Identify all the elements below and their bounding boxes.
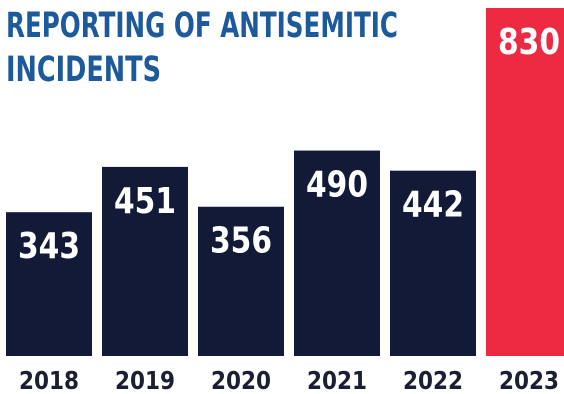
x-tick-label-2018: 2018: [19, 366, 79, 394]
value-label-2020: 356: [210, 221, 272, 262]
x-tick-label-2023: 2023: [499, 366, 559, 394]
value-label-2019: 451: [114, 181, 176, 222]
bar-2021: [294, 150, 380, 356]
x-axis-labels-group: 2018 2019 2020 2021 2022 2023: [19, 366, 559, 394]
bar-2019: [102, 166, 188, 356]
chart-title-line-1: REPORTING OF ANTISEMITIC: [6, 6, 398, 46]
value-label-2018: 343: [18, 226, 80, 267]
x-tick-label-2019: 2019: [115, 366, 175, 394]
x-tick-label-2021: 2021: [307, 366, 367, 394]
chart-title-line-2: INCIDENTS: [6, 50, 161, 90]
x-tick-label-2020: 2020: [211, 366, 271, 394]
x-tick-label-2022: 2022: [403, 366, 463, 394]
value-labels-group: 343 451 356 490 442 830: [18, 22, 560, 267]
bar-2023: [486, 8, 564, 356]
value-label-2021: 490: [306, 165, 368, 206]
value-label-2022: 442: [402, 185, 464, 226]
bar-2018: [6, 212, 92, 356]
bar-2020: [198, 206, 284, 356]
value-label-2023: 830: [498, 22, 560, 63]
bar-2022: [390, 170, 476, 356]
chart-title: REPORTING OF ANTISEMITIC INCIDENTS: [6, 6, 398, 90]
bars-group: [6, 8, 564, 356]
